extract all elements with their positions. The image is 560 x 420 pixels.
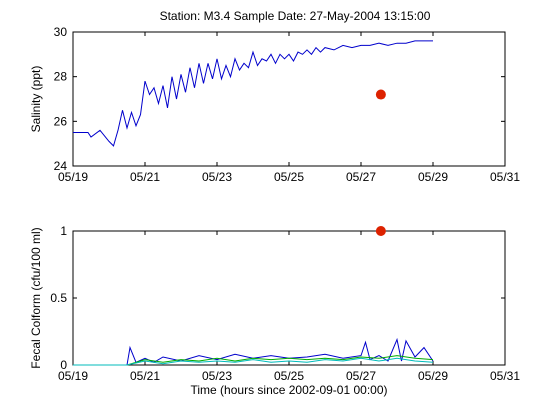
- y-tick-label: 1: [60, 224, 67, 238]
- x-axis-label: Time (hours since 2002-09-01 00:00): [191, 383, 388, 397]
- sample-point: [375, 89, 386, 100]
- series-line-0: [73, 40, 433, 147]
- y-tick-label: 26: [54, 114, 68, 128]
- y-tick-label: 0: [60, 358, 67, 372]
- x-tick-label: 05/29: [418, 369, 448, 383]
- series-line-2: [73, 357, 434, 366]
- x-tick-label: 05/19: [58, 369, 88, 383]
- x-tick-label: 05/21: [130, 170, 160, 184]
- x-tick-label: 05/27: [346, 170, 376, 184]
- sample-point: [375, 226, 386, 236]
- y-tick-label: 0.5: [50, 291, 67, 305]
- x-tick-label: 05/31: [490, 170, 520, 184]
- x-tick-label: 05/19: [58, 170, 88, 184]
- x-tick-label: 05/21: [130, 369, 160, 383]
- y-tick-label: 30: [54, 25, 68, 39]
- y-tick-label: 28: [54, 70, 68, 84]
- x-tick-label: 05/25: [274, 170, 304, 184]
- axes-frame: [72, 230, 506, 366]
- fecal-coliform-chart: 05/19 05/21 05/23 05/25 05/27 05/29 05/31 0 0.5 1…: [29, 224, 520, 397]
- axes-frame: [72, 31, 506, 167]
- y-axis-label: Salinity (ppt): [29, 66, 43, 133]
- x-tick-label: 05/25: [274, 369, 304, 383]
- x-tick-label: 05/23: [202, 369, 232, 383]
- salinity-chart: 05/19 05/21 05/23 05/25 05/27 05/29 05/31 24 26 2…: [29, 25, 520, 184]
- x-tick-label: 05/23: [202, 170, 232, 184]
- x-tick-label: 05/29: [418, 170, 448, 184]
- x-tick-label: 05/27: [346, 369, 376, 383]
- series-line-1: [73, 355, 434, 366]
- figure-title: Station: M3.4 Sample Date: 27-May-2004 1…: [160, 9, 431, 23]
- y-axis-label: Fecal Colform (cfu/100 ml): [29, 227, 43, 368]
- x-tick-label: 05/31: [490, 369, 520, 383]
- y-tick-label: 24: [54, 159, 68, 173]
